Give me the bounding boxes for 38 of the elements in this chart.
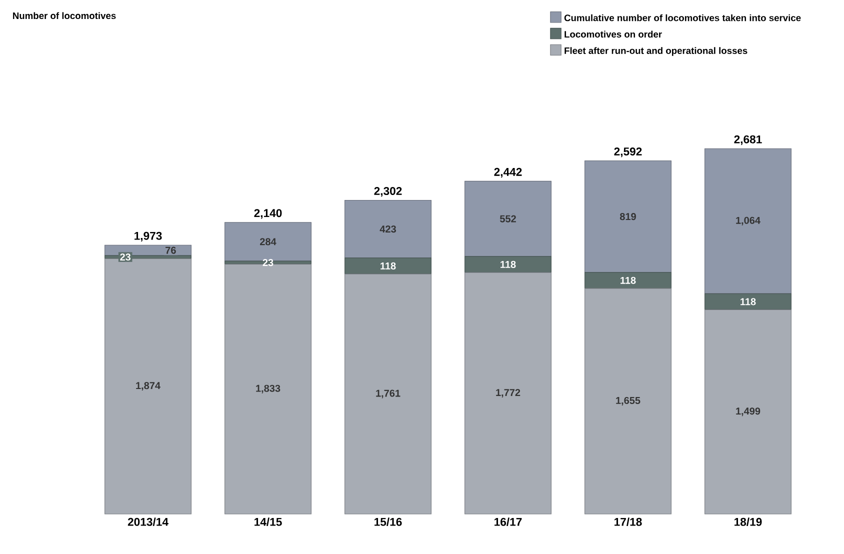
- data-label: 1,772: [496, 388, 520, 398]
- x-tick-label: 18/19: [734, 518, 762, 526]
- x-tick-label: 14/15: [254, 518, 282, 526]
- data-label: 118: [620, 276, 636, 284]
- data-label: 118: [380, 262, 396, 270]
- data-label: 76: [166, 246, 176, 254]
- data-label: 819: [620, 213, 636, 220]
- data-label: 23: [262, 259, 274, 266]
- data-label: 1,655: [616, 396, 640, 406]
- data-label: 1,833: [256, 384, 280, 394]
- x-tick-label: 2013/14: [128, 518, 168, 526]
- data-label: 118: [500, 260, 516, 268]
- data-label: 1,499: [736, 408, 760, 416]
- bar: [464, 272, 552, 514]
- x-tick-label: 15/16: [374, 518, 402, 526]
- total-label: 2,302: [374, 187, 402, 197]
- total-label: 2,592: [614, 147, 642, 158]
- legend-label: Locomotives on order: [564, 30, 662, 38]
- x-tick-label: 16/17: [494, 518, 522, 526]
- data-label: 118: [740, 298, 756, 306]
- total-label: 2,681: [734, 135, 762, 146]
- data-label: 1,064: [736, 216, 760, 226]
- total-label: 1,973: [134, 232, 162, 242]
- total-label: 2,442: [494, 168, 522, 178]
- legend-label: Cumulative number of locomotives taken into service: [564, 14, 801, 22]
- data-label: 284: [260, 238, 276, 246]
- bar: [584, 288, 672, 514]
- data-label: 423: [380, 226, 396, 233]
- data-label: 552: [500, 215, 516, 222]
- bar: [344, 274, 432, 514]
- data-label: 1,874: [136, 382, 160, 391]
- text: Number of locomotives: [13, 12, 116, 20]
- bar: [704, 309, 792, 514]
- total-label: 2,140: [254, 209, 282, 219]
- legend-label: Fleet after run-out and operational losses: [564, 47, 748, 56]
- data-label: 23: [120, 253, 131, 261]
- x-tick-label: 17/18: [614, 518, 642, 526]
- data-label: 1,761: [376, 390, 400, 398]
